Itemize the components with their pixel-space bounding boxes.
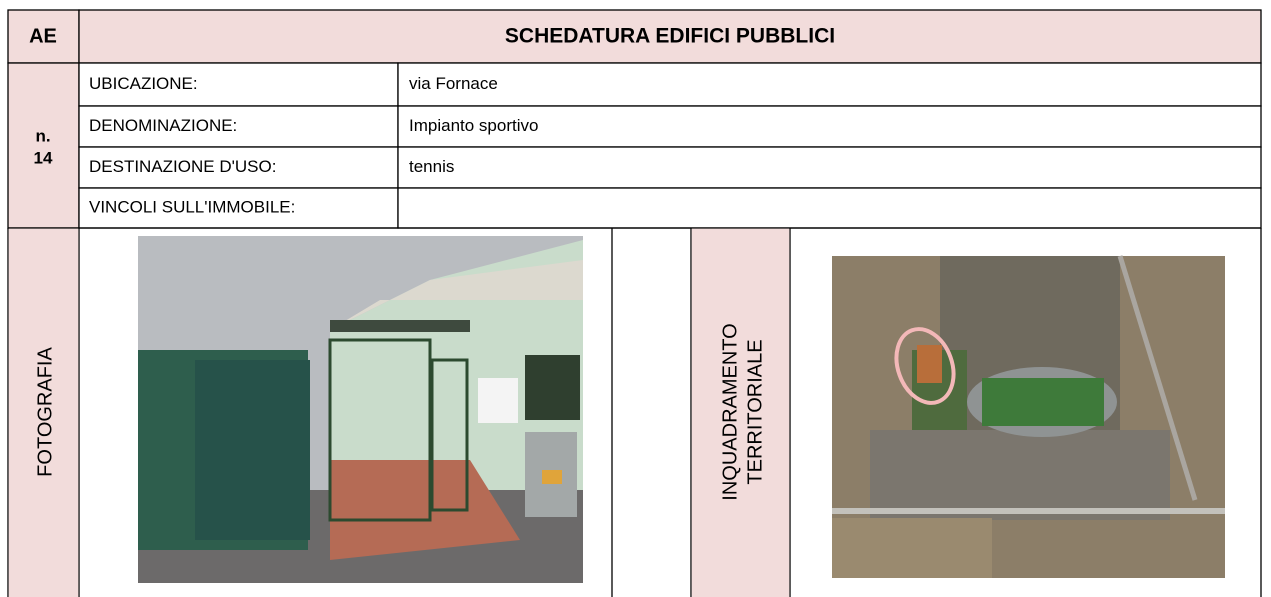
title: SCHEDATURA EDIFICI PUBBLICI: [505, 25, 835, 48]
value-cell: [397, 62, 1262, 107]
photo-label: FOTOGRAFIA: [34, 347, 56, 477]
field-value: Impianto sportivo: [409, 116, 538, 135]
label-cell: [78, 62, 399, 107]
record-prefix: n.: [35, 126, 50, 145]
field-label: DENOMINAZIONE:: [89, 116, 237, 135]
field-label: VINCOLI SULL'IMMOBILE:: [89, 197, 295, 216]
field-value: tennis: [409, 157, 454, 176]
label-cell: [78, 146, 399, 189]
title-cell: [78, 9, 1262, 64]
code-cell: [7, 9, 80, 64]
field-label: DESTINAZIONE D'USO:: [89, 157, 276, 176]
value-cell: [397, 146, 1262, 189]
map-label-line: INQUADRAMENTO: [719, 323, 741, 500]
code: AE: [29, 25, 57, 47]
record-number: 14: [34, 148, 53, 167]
fields: UBICAZIONE: via Fornace DENOMINAZIONE: Impi…: [78, 62, 1262, 229]
value-cell: [397, 187, 1262, 229]
photo: [138, 236, 583, 583]
photo-label-cell: [8, 228, 79, 597]
field-label: UBICAZIONE:: [89, 74, 198, 93]
aerial-map: [832, 255, 1225, 578]
grid-lines: [7, 227, 1262, 597]
map-label-cell: [691, 228, 790, 597]
map-label-line: TERRITORIALE: [744, 339, 766, 484]
number-cell: [7, 62, 80, 229]
field-value: via Fornace: [409, 74, 498, 93]
